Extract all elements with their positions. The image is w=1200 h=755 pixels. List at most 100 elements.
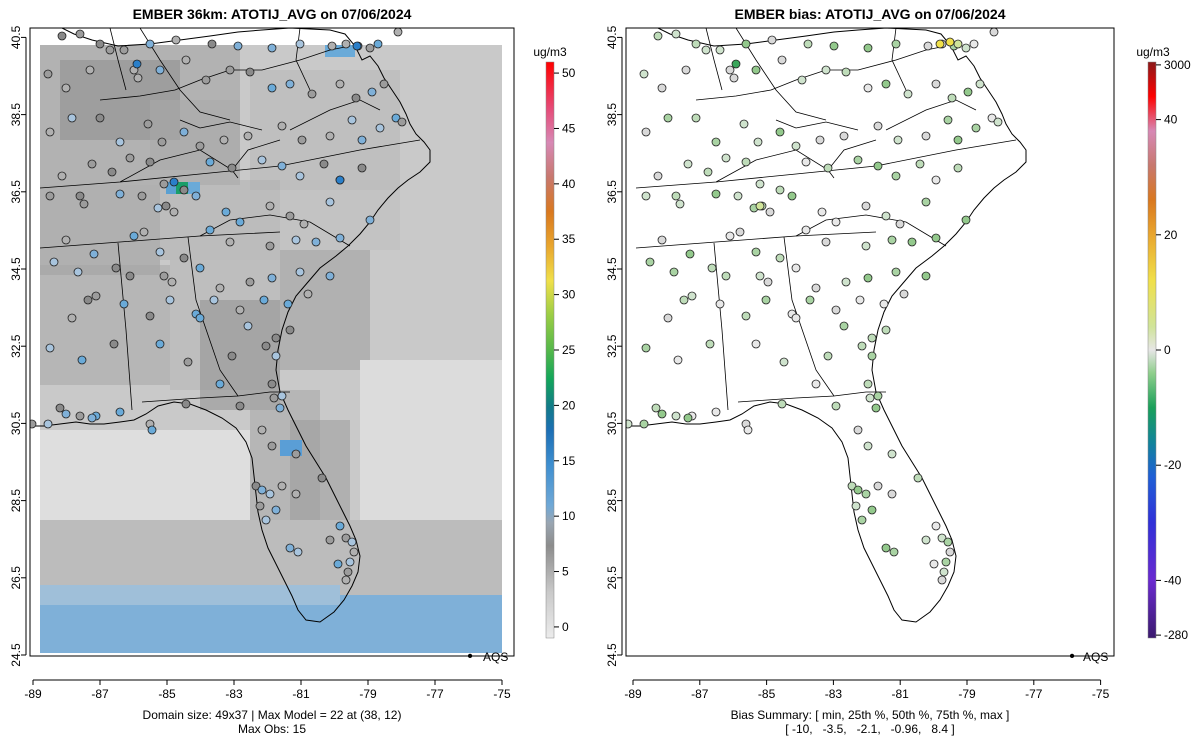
aqs-site-marker (79, 199, 89, 209)
state-border (713, 242, 729, 411)
aqs-site-marker (267, 83, 277, 93)
aqs-site-marker (351, 93, 361, 103)
left-x-axis: -89 -87 -85 -83 -81 -79 -77 -75 (24, 679, 511, 701)
aqs-site-marker (87, 159, 97, 169)
aqs-site-marker (853, 155, 863, 165)
aqs-site-marker (115, 407, 125, 417)
aqs-site-marker (873, 481, 883, 491)
aqs-site-marker (257, 425, 267, 435)
aqs-site-marker (741, 311, 751, 321)
aqs-site-marker (765, 207, 775, 217)
aqs-site-marker (937, 533, 947, 543)
aqs-site-marker (45, 127, 55, 137)
aqs-site-marker (91, 291, 101, 301)
aqs-site-marker (137, 191, 147, 201)
aqs-site-marker (743, 425, 753, 435)
aqs-site-marker (657, 409, 667, 419)
aqs-site-marker (57, 171, 67, 181)
aqs-site-marker (267, 379, 277, 389)
aqs-site-marker (201, 75, 211, 85)
aqs-site-marker (683, 159, 693, 169)
aqs-site-marker (881, 211, 891, 221)
aqs-site-marker (853, 425, 863, 435)
aqs-site-marker (797, 75, 807, 85)
aqs-site-marker (645, 257, 655, 267)
aqs-site-marker (903, 89, 913, 99)
aqs-site-marker (261, 341, 271, 351)
aqs-site-marker (132, 59, 142, 69)
aqs-site-marker (169, 207, 179, 217)
aqs-site-marker (265, 241, 275, 251)
aqs-site-marker (691, 39, 701, 49)
left-colorbar-ticks: 0 5 10 15 20 25 30 35 40 45 50 (554, 66, 576, 634)
aqs-site-marker (125, 153, 135, 163)
left-plot-frame (29, 27, 515, 657)
aqs-site-marker (325, 131, 335, 141)
aqs-site-marker (685, 249, 695, 259)
right-footer-line-2: [ -10, -3.5, -2.1, -0.96, 8.4 ] (785, 722, 954, 736)
colorbar-tick-label: 20 (562, 398, 576, 412)
model-cell (150, 100, 240, 170)
aqs-site-marker (277, 121, 287, 131)
aqs-site-marker (129, 231, 139, 241)
aqs-site-marker (671, 191, 681, 201)
aqs-site-marker (975, 79, 985, 89)
aqs-site-marker (861, 489, 871, 499)
colorbar-tick-label: 40 (1164, 113, 1178, 127)
aqs-site-marker (325, 271, 335, 281)
aqs-site-marker (145, 311, 155, 321)
aqs-site-marker (352, 41, 362, 51)
aqs-site-marker (907, 237, 917, 247)
aqs-site-marker (235, 217, 245, 227)
aqs-site-marker (687, 291, 697, 301)
aqs-site-marker (319, 159, 329, 169)
aqs-site-marker (341, 533, 351, 543)
aqs-site-marker (823, 351, 833, 361)
aqs-site-marker (145, 39, 155, 49)
aqs-site-marker (159, 179, 169, 189)
aqs-site-marker (283, 299, 293, 309)
aqs-site-marker (277, 391, 287, 401)
aqs-site-marker (775, 127, 785, 137)
aqs-site-marker (255, 501, 265, 511)
aqs-site-marker (961, 43, 971, 53)
aqs-site-marker (829, 41, 839, 51)
x-tick-label: -85 (758, 687, 776, 701)
aqs-site-marker (941, 557, 951, 567)
aqs-site-marker (75, 191, 85, 201)
state-border (857, 45, 947, 71)
aqs-site-marker (715, 45, 725, 55)
aqs-site-marker (303, 289, 313, 299)
aqs-site-marker (891, 267, 901, 277)
aqs-site-marker (43, 419, 53, 429)
state-border (99, 69, 262, 101)
aqs-site-marker (863, 441, 873, 451)
state-border (39, 139, 421, 189)
state-border (179, 119, 263, 131)
aqs-site-marker (195, 313, 205, 323)
aqs-site-marker (921, 131, 931, 141)
aqs-site-marker (915, 159, 925, 169)
aqs-site-marker (145, 157, 155, 167)
aqs-site-marker (205, 157, 215, 167)
aqs-site-marker (335, 175, 345, 185)
aqs-site-marker (811, 379, 821, 389)
aqs-site-marker (733, 191, 743, 201)
aqs-site-marker (751, 247, 761, 257)
aqs-site-marker (367, 87, 377, 97)
aqs-site-marker (143, 119, 153, 129)
aqs-site-marker (55, 403, 65, 413)
aqs-site-marker (993, 117, 1003, 127)
aqs-site-marker (731, 59, 741, 69)
aqs-site-marker (823, 163, 833, 173)
aqs-site-marker (931, 521, 941, 531)
y-tick-label: 32.5 (605, 334, 619, 358)
right-colorbar (1147, 61, 1157, 639)
aqs-site-marker (851, 501, 861, 511)
aqs-site-marker (191, 191, 201, 201)
right-plot-frame (625, 27, 1115, 657)
aqs-site-marker (739, 119, 749, 129)
aqs-site-marker (989, 28, 999, 37)
aqs-site-marker (295, 267, 305, 277)
aqs-site-marker (707, 263, 717, 273)
